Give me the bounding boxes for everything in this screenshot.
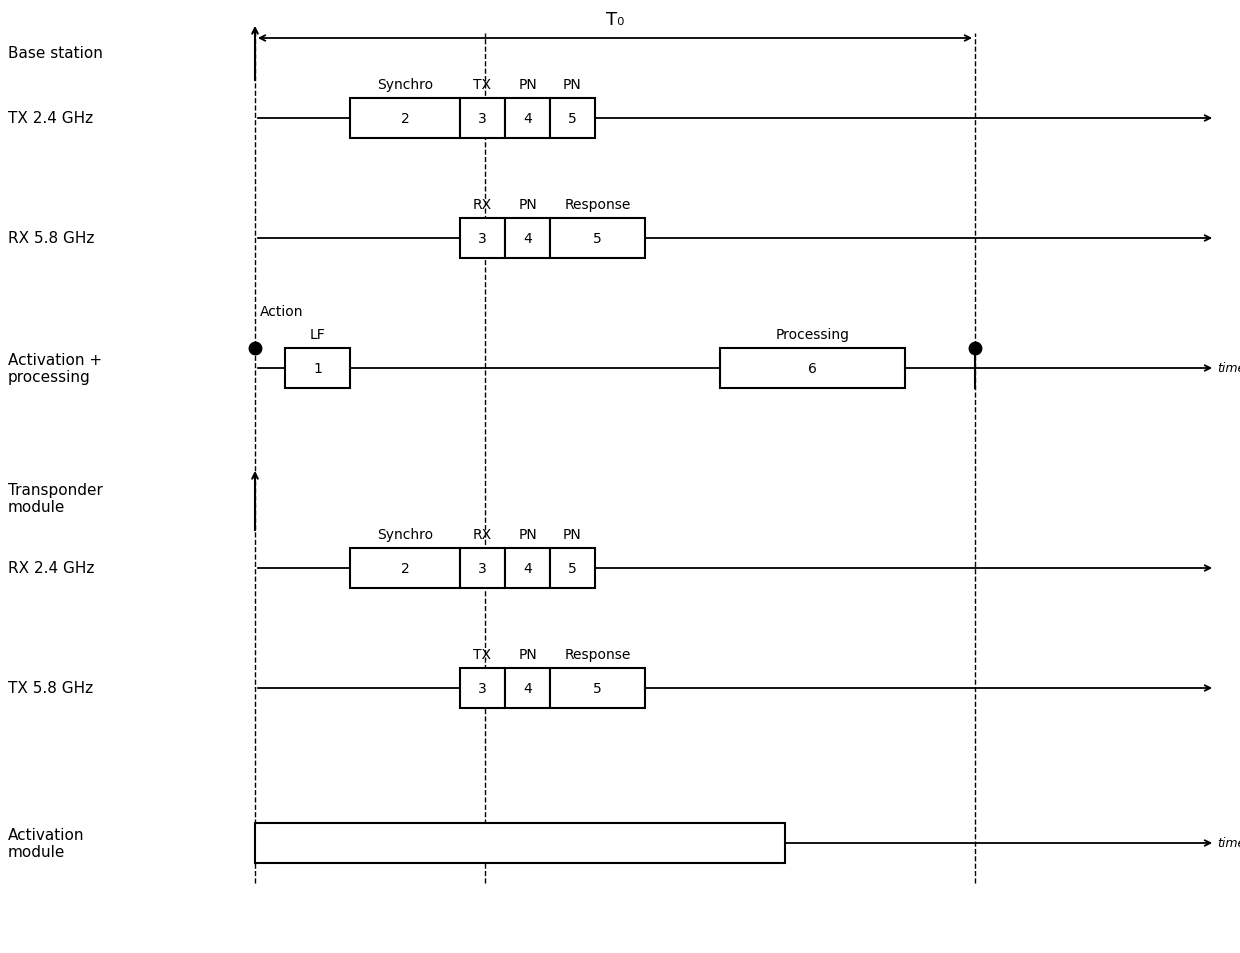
Text: T₀: T₀ — [606, 11, 624, 29]
Bar — [460, 668, 505, 708]
Text: TX 5.8 GHz: TX 5.8 GHz — [7, 680, 93, 696]
Text: PN: PN — [518, 78, 537, 91]
Text: Activation +
processing: Activation + processing — [7, 353, 102, 385]
Text: PN: PN — [518, 198, 537, 212]
Text: Synchro: Synchro — [377, 78, 433, 91]
Text: 2: 2 — [401, 561, 409, 576]
Text: 3: 3 — [479, 561, 487, 576]
Bar — [551, 668, 645, 708]
Bar — [505, 99, 551, 139]
Text: 4: 4 — [523, 112, 532, 126]
Text: TX 2.4 GHz: TX 2.4 GHz — [7, 112, 93, 127]
Text: PN: PN — [518, 527, 537, 541]
Text: 5: 5 — [568, 561, 577, 576]
Text: 5: 5 — [593, 681, 601, 696]
Bar — [551, 219, 645, 258]
Text: Action: Action — [260, 305, 304, 318]
Bar — [350, 548, 460, 588]
Text: 5: 5 — [593, 232, 601, 246]
Text: RX 2.4 GHz: RX 2.4 GHz — [7, 561, 94, 576]
Text: 4: 4 — [523, 681, 532, 696]
Text: 3: 3 — [479, 112, 487, 126]
Text: Response: Response — [564, 647, 631, 661]
Bar — [505, 668, 551, 708]
Text: PN: PN — [518, 647, 537, 661]
Text: 3: 3 — [479, 681, 487, 696]
Bar — [551, 548, 595, 588]
Text: Response: Response — [564, 198, 631, 212]
Bar — [460, 99, 505, 139]
Text: Transponder
module: Transponder module — [7, 482, 103, 515]
Bar — [505, 219, 551, 258]
Text: 4: 4 — [523, 232, 532, 246]
Text: LF: LF — [310, 328, 325, 341]
Text: Synchro: Synchro — [377, 527, 433, 541]
Text: RX: RX — [472, 527, 492, 541]
Text: RX: RX — [472, 198, 492, 212]
Text: 5: 5 — [568, 112, 577, 126]
Text: PN: PN — [563, 78, 582, 91]
Text: TX: TX — [474, 647, 491, 661]
Bar — [720, 349, 905, 389]
Bar — [350, 99, 460, 139]
Bar — [460, 548, 505, 588]
Text: 3: 3 — [479, 232, 487, 246]
Bar — [551, 99, 595, 139]
Text: PN: PN — [563, 527, 582, 541]
Text: Base station: Base station — [7, 47, 103, 61]
Text: RX 5.8 GHz: RX 5.8 GHz — [7, 232, 94, 246]
Text: 1: 1 — [312, 361, 322, 375]
Text: TX: TX — [474, 78, 491, 91]
Text: 4: 4 — [523, 561, 532, 576]
Bar — [460, 219, 505, 258]
Text: Processing: Processing — [775, 328, 849, 341]
Text: time: time — [1216, 362, 1240, 375]
Text: 2: 2 — [401, 112, 409, 126]
Bar — [285, 349, 350, 389]
Bar — [505, 548, 551, 588]
Text: 6: 6 — [808, 361, 817, 375]
Text: Activation
module: Activation module — [7, 827, 84, 860]
Text: time: time — [1216, 837, 1240, 850]
Bar — [255, 823, 785, 863]
